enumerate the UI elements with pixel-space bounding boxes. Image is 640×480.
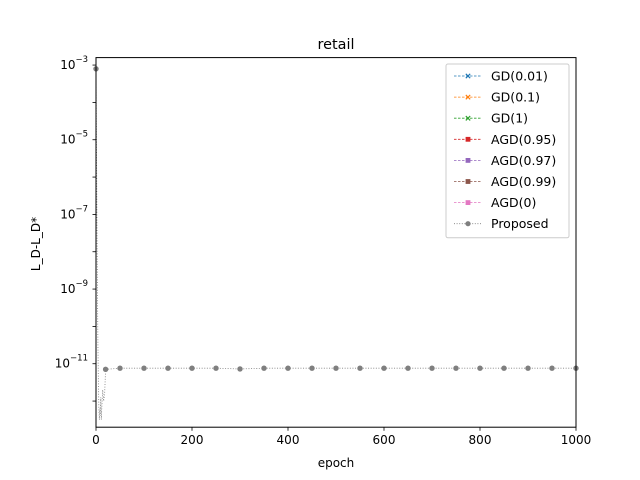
legend-entry: AGD(0.99) (454, 174, 556, 189)
legend-label: Proposed (491, 216, 549, 231)
data-point (405, 365, 411, 371)
data-point (261, 365, 267, 371)
data-point (357, 365, 363, 371)
legend-label: AGD(0.97) (491, 153, 556, 168)
data-point (189, 365, 195, 371)
x-tick-label: 400 (277, 433, 300, 447)
legend-entry: AGD(0.97) (454, 153, 556, 168)
legend-entry: AGD(0.95) (454, 132, 556, 147)
data-point (525, 365, 531, 371)
legend-marker-square (465, 179, 471, 184)
y-tick-exponent: −3 (75, 55, 88, 65)
legend-marker-square (465, 158, 471, 163)
legend-entry: GD(0.01) (454, 69, 548, 84)
data-point (309, 365, 315, 371)
data-point (117, 365, 123, 371)
legend-box (445, 63, 570, 239)
legend-label: AGD(0) (491, 195, 536, 210)
data-point (285, 365, 291, 371)
x-tick-label: 1000 (561, 433, 592, 447)
legend-marker-x (465, 115, 471, 121)
y-axis-label: L_D-L_D* (29, 217, 43, 271)
y-tick-label: 10−7 (60, 204, 88, 221)
y-tick-base: 10 (55, 357, 70, 371)
legend-marker-x (465, 94, 471, 100)
y-tick-label: 10−3 (60, 55, 88, 72)
y-tick-base: 10 (60, 133, 75, 147)
y-tick-label: 10−5 (60, 130, 88, 147)
legend-label: GD(0.01) (491, 69, 548, 84)
y-axis-ticks: 10−310−510−710−910−11 (55, 55, 96, 402)
legend: GD(0.01) GD(0.1) GD(1) AGD(0.95) AGD(0.97) AG… (445, 63, 570, 239)
y-tick-exponent: −7 (75, 204, 88, 214)
data-point (213, 365, 219, 371)
legend-entry: AGD(0) (454, 195, 536, 210)
axes-frame (95, 57, 577, 428)
legend-label: AGD(0.95) (491, 132, 556, 147)
legend-marker-square (465, 136, 471, 142)
data-point (141, 365, 147, 371)
y-tick-label: 10−11 (55, 354, 88, 371)
y-tick-exponent: −11 (70, 354, 88, 364)
data-point (102, 366, 109, 373)
y-tick-base: 10 (60, 207, 75, 221)
y-tick-base: 10 (60, 58, 75, 72)
legend-label: GD(1) (491, 111, 528, 126)
data-point (381, 365, 387, 371)
legend-marker-square (465, 200, 471, 205)
x-tick-label: 600 (373, 433, 396, 447)
chart-title: retail (318, 37, 355, 53)
y-tick-exponent: −5 (75, 130, 88, 140)
legend-label: AGD(0.99) (491, 174, 556, 189)
y-tick-base: 10 (60, 282, 75, 296)
data-point (453, 365, 459, 371)
y-tick-label: 10−9 (60, 279, 88, 296)
legend-marker-circle (465, 221, 471, 227)
legend-entry: GD(0.1) (454, 90, 540, 105)
x-axis-label: epoch (318, 456, 355, 470)
x-tick-label: 0 (92, 433, 100, 447)
legend-entry: Proposed (454, 216, 549, 231)
y-tick-exponent: −9 (75, 279, 88, 289)
x-axis-ticks: 0 200 400 600 800 1000 (92, 427, 591, 447)
data-point (429, 365, 435, 371)
data-point (237, 366, 243, 372)
data-point (549, 365, 555, 371)
legend-marker-x (465, 73, 471, 79)
legend-label: GD(0.1) (491, 90, 540, 105)
legend-entry: GD(1) (454, 111, 528, 126)
data-point (165, 365, 171, 371)
x-tick-label: 800 (469, 433, 492, 447)
data-point (333, 365, 339, 371)
data-point (501, 365, 507, 371)
x-tick-label: 200 (181, 433, 204, 447)
data-point (477, 365, 483, 371)
